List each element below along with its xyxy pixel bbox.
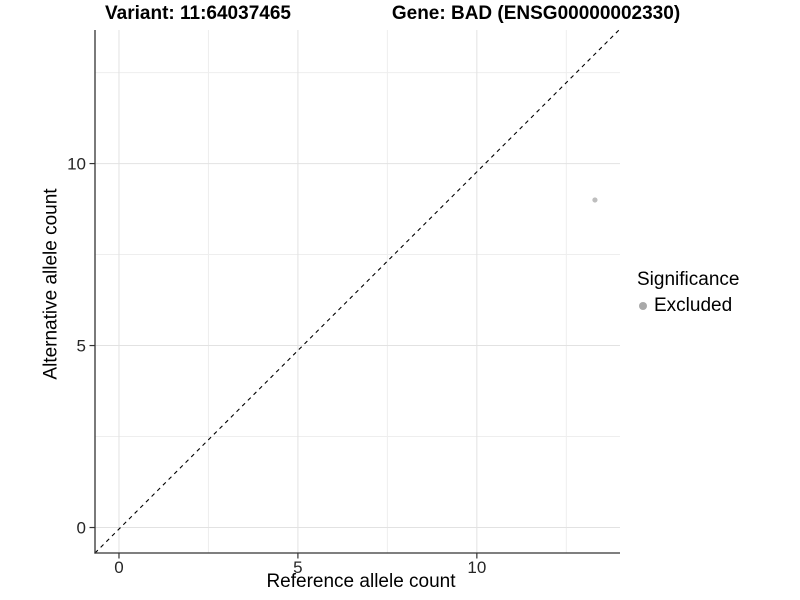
plot-title-gene: Gene: BAD (ENSG00000002330)	[391, 3, 681, 24]
identity-reference-line	[94, 29, 620, 554]
y-tick-label: 5	[77, 337, 86, 356]
x-tick-label: 10	[467, 558, 486, 577]
data-point	[592, 197, 598, 203]
x-tick-label: 5	[293, 558, 302, 577]
legend: Significance Excluded	[637, 269, 739, 318]
plot-title-variant: Variant: 11:64037465	[105, 3, 291, 24]
legend-item-label: Excluded	[654, 294, 733, 316]
legend-key-dot-icon	[639, 302, 647, 311]
legend-title: Significance	[637, 269, 740, 290]
x-axis-title: Reference allele count	[266, 571, 456, 592]
y-tick-label: 10	[67, 155, 86, 174]
y-axis-title: Alternative allele count	[40, 188, 62, 380]
legend-item-excluded: Excluded	[637, 295, 739, 318]
y-tick-label: 0	[77, 519, 86, 538]
x-tick-label: 0	[114, 558, 123, 577]
